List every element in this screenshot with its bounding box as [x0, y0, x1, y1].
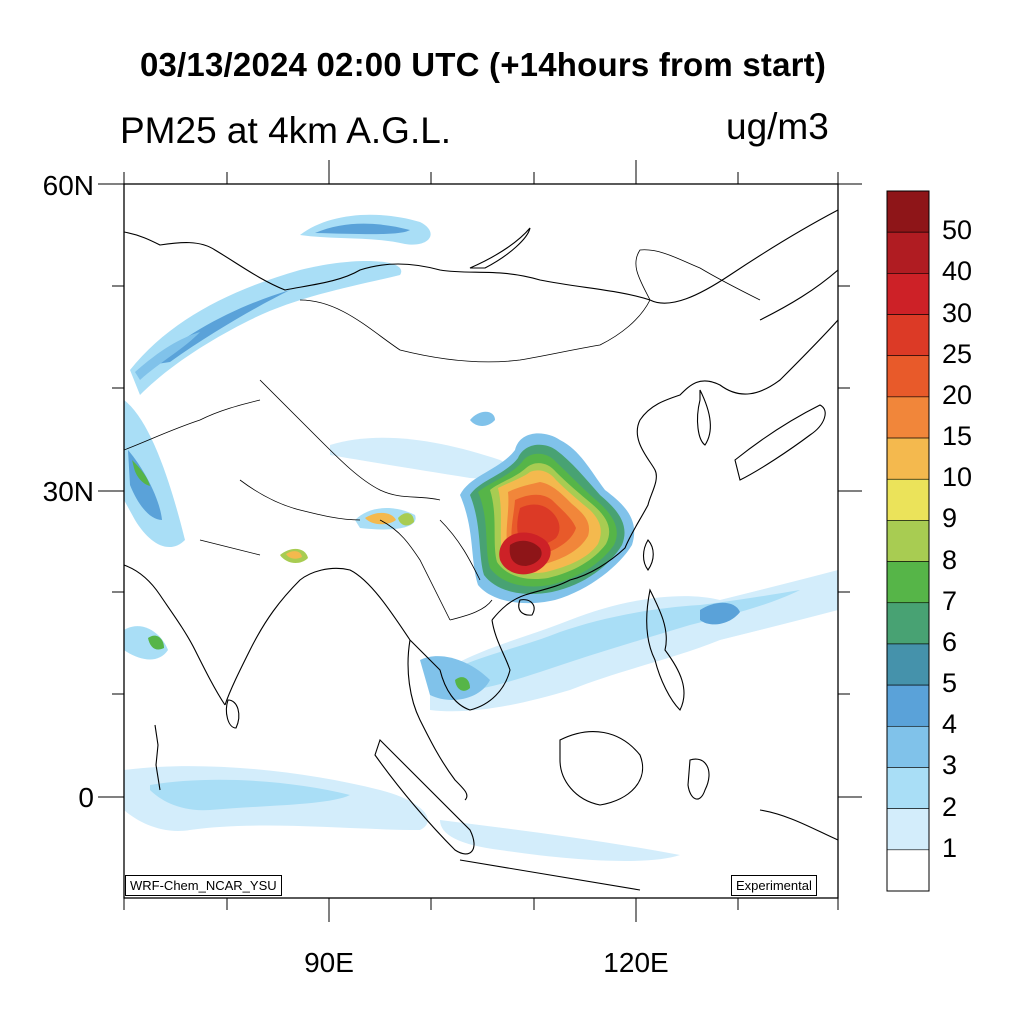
colorbar-tick-label: 9 [942, 503, 958, 534]
sumatra [374, 738, 475, 855]
colorbar-swatch [886, 725, 930, 768]
plume-west [124, 400, 185, 548]
colorbar-tick-label: 50 [942, 215, 973, 246]
lat-label-0: 0 [78, 782, 94, 813]
colorbar-swatch [886, 643, 930, 686]
india-west-coast [124, 564, 226, 706]
colorbar-swatch [886, 273, 930, 315]
china-east-coast [491, 319, 838, 621]
colorbar-tick-label: 40 [942, 256, 973, 287]
colorbar-tick-label: 6 [942, 626, 958, 657]
country-borders [124, 249, 761, 621]
colorbar-tick-label: 8 [942, 544, 958, 575]
java [459, 859, 641, 891]
map-frame [98, 160, 862, 922]
colorbar-swatch [886, 684, 930, 727]
philippines [646, 588, 685, 711]
new-guinea [759, 809, 838, 841]
bay-of-bengal [224, 567, 411, 706]
colorbar-swatch [886, 520, 930, 562]
colorbar-tick-label: 3 [942, 750, 958, 781]
sulawesi [687, 758, 710, 800]
andaman [154, 724, 161, 791]
lon-label-90e: 90E [304, 947, 354, 978]
colorbar-tick-label: 25 [942, 338, 973, 369]
lat-label-30n: 30N [42, 476, 94, 507]
colorbar-swatch [886, 849, 930, 892]
colorbar-tick-label: 20 [942, 379, 973, 410]
colorbar-tick-label: 1 [942, 832, 958, 863]
hainan [518, 599, 535, 616]
lake-baikal [469, 227, 531, 269]
borneo [559, 731, 644, 806]
indochina-coast [409, 619, 511, 711]
colorbar-swatch [886, 396, 930, 439]
colorbar-swatch [886, 767, 930, 809]
plume-tibet [330, 437, 509, 479]
colorbar-swatch [886, 561, 930, 604]
colorbar-swatch [886, 602, 930, 645]
coastlines [124, 209, 838, 891]
malay-peninsula [407, 639, 468, 801]
colorbar-tick-label: 15 [942, 421, 973, 452]
colorbar-tick-label: 2 [942, 791, 958, 822]
colorbar-swatch [886, 314, 930, 357]
lat-label-60n: 60N [42, 170, 94, 201]
colorbar-swatch [886, 437, 930, 480]
colorbar-swatch [886, 808, 930, 851]
units-label: ug/m3 [726, 106, 829, 147]
colorbar-tick-label: 4 [942, 709, 958, 740]
colorbar-swatch [886, 355, 930, 398]
colorbar-tick-label: 7 [942, 585, 958, 616]
lon-label-120e: 120E [603, 947, 669, 978]
kamchatka-coast [759, 269, 838, 321]
taiwan [642, 539, 654, 571]
asia-north-coast [124, 209, 838, 304]
model-credit: WRF-Chem_NCAR_YSU [125, 875, 282, 896]
colorbar-tick-label: 5 [942, 668, 958, 699]
colorbar-swatch [886, 231, 930, 274]
japan [734, 404, 826, 481]
korea [696, 389, 711, 446]
sri-lanka [225, 699, 240, 729]
colorbar-tick-label: 10 [942, 462, 973, 493]
experimental-tag: Experimental [731, 875, 817, 896]
colorbar-frame [886, 190, 930, 892]
colorbar-swatch [886, 478, 930, 521]
map-title: 03/13/2024 02:00 UTC (+14hours from star… [139, 46, 827, 83]
pm25-plumes [124, 214, 838, 862]
plume-northwest [130, 260, 402, 395]
colorbar-swatch [886, 190, 930, 233]
colorbar [886, 190, 930, 892]
colorbar-tick-label: 30 [942, 297, 973, 328]
variable-label: PM25 at 4km A.G.L. [120, 110, 452, 151]
